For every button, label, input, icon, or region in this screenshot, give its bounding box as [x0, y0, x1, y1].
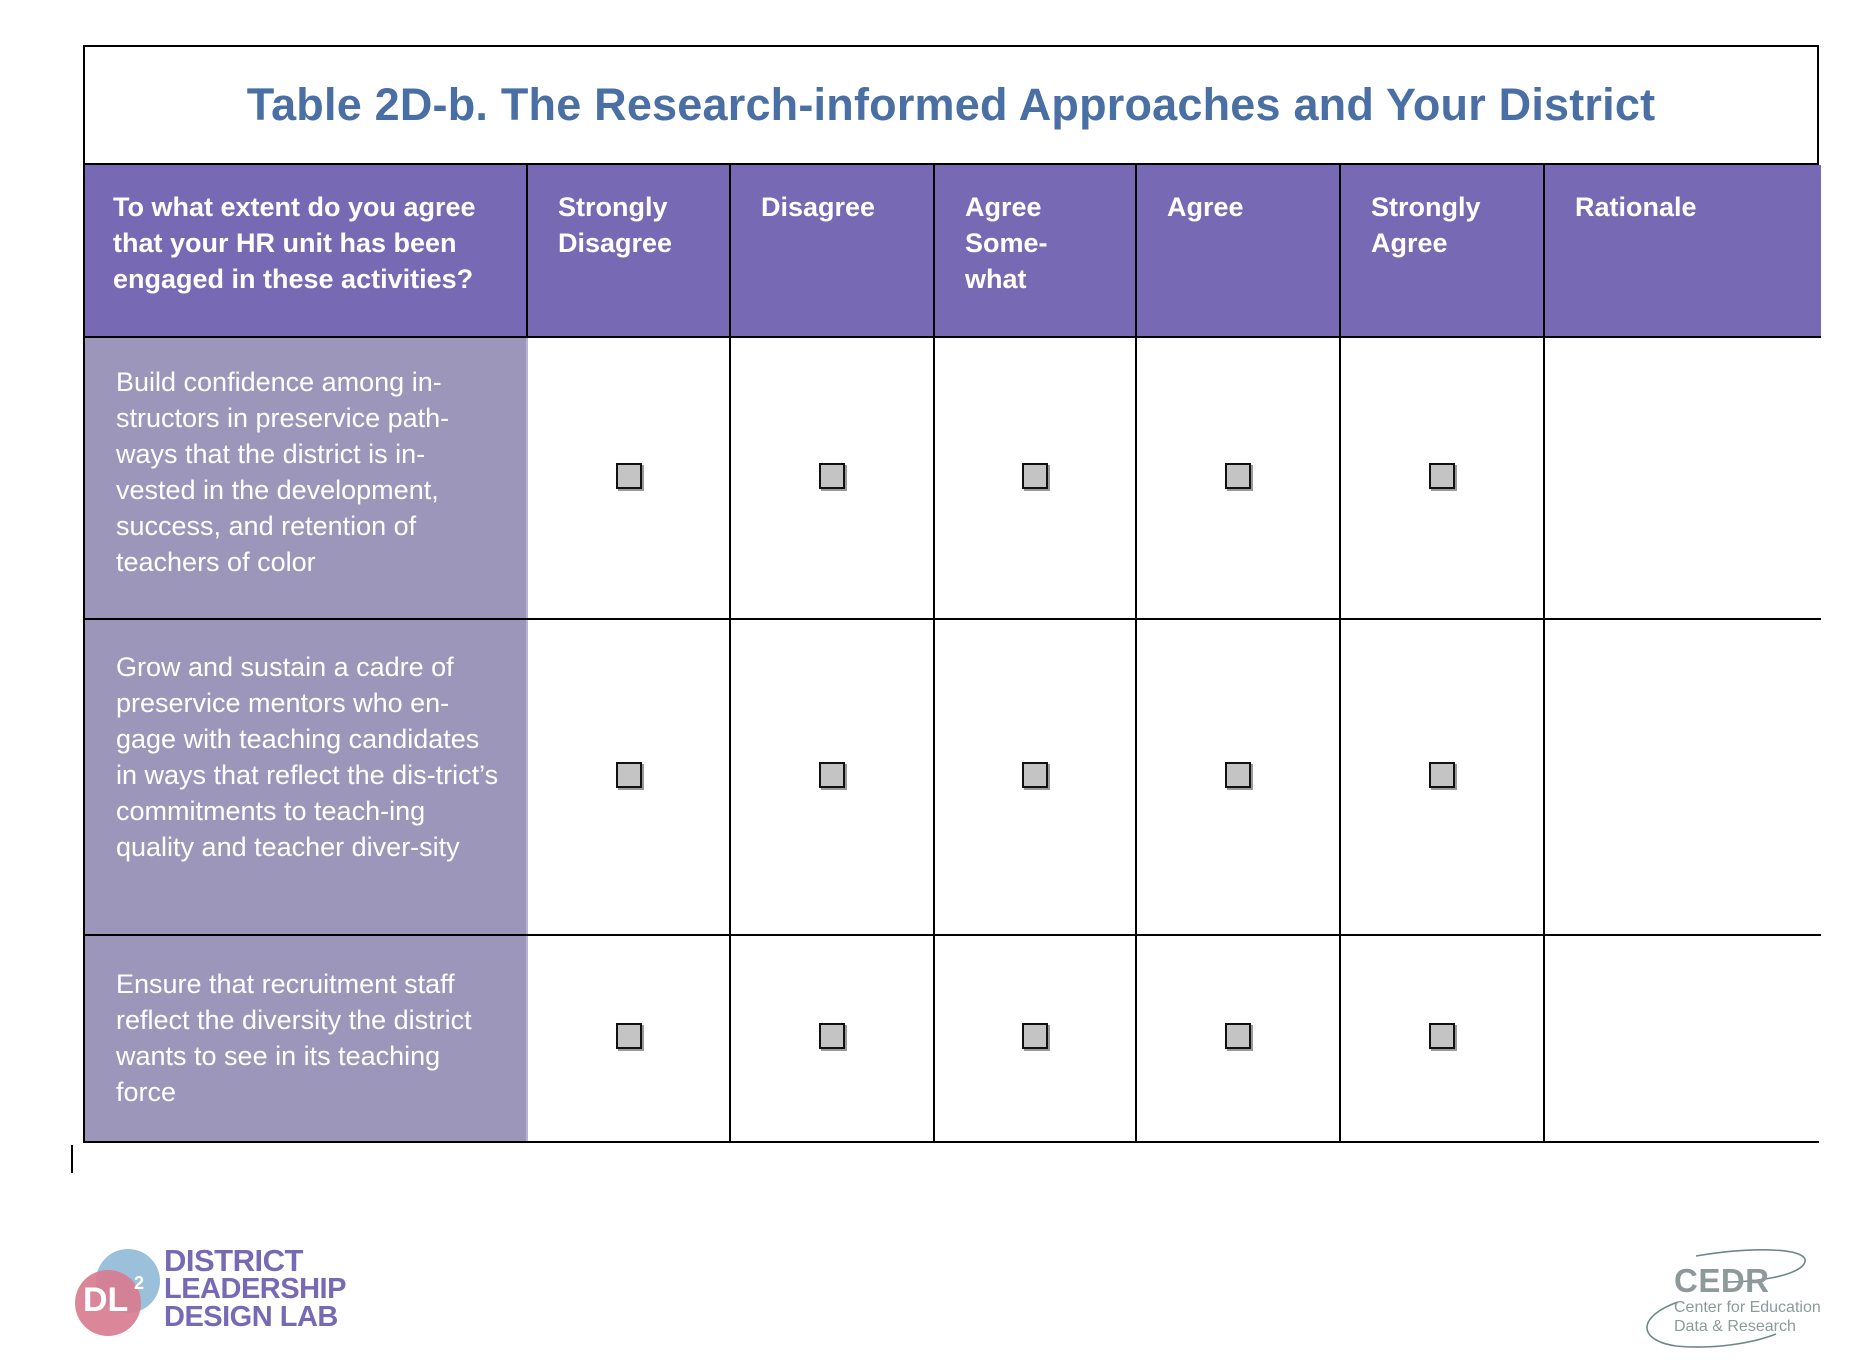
agree-checkbox[interactable]	[1225, 1023, 1251, 1049]
approaches-table: Table 2D-b. The Research-informed Approa…	[83, 45, 1821, 1143]
cedr-logo: CEDR Center for Education Data & Researc…	[1636, 1242, 1826, 1352]
activity-cell: Ensure that recruitment staff reflect th…	[85, 934, 528, 1141]
dl2-logo-text: DISTRICT LEADERSHIP DESIGN LAB	[164, 1243, 346, 1333]
rationale-cell[interactable]	[1543, 618, 1821, 936]
option-cell	[933, 934, 1137, 1141]
activity-cell: Build confidence among in-structors in p…	[85, 336, 528, 620]
table-row: Grow and sustain a cadre of preservice m…	[85, 618, 1821, 936]
option-cell	[933, 618, 1137, 936]
strongly-disagree-checkbox[interactable]	[615, 462, 642, 489]
dl2-mark-superscript: 2	[134, 1273, 144, 1293]
option-cell	[1339, 618, 1545, 936]
activity-text: Grow and sustain a cadre of preservice m…	[116, 652, 499, 862]
option-cell	[729, 618, 935, 936]
header-option-strongly-disagree: Strongly Disagree	[526, 165, 731, 338]
option-cell	[1135, 934, 1341, 1141]
option-cell	[1135, 336, 1341, 620]
table-row: Ensure that recruitment staff reflect th…	[85, 934, 1821, 1141]
option-cell	[1339, 934, 1545, 1141]
rationale-cell[interactable]	[1543, 336, 1821, 620]
option-cell	[1135, 618, 1341, 936]
option-cell	[526, 618, 731, 936]
rationale-cell[interactable]	[1543, 934, 1821, 1141]
activity-text: Build confidence among in-structors in p…	[116, 367, 450, 577]
strongly-agree-checkbox[interactable]	[1429, 462, 1455, 489]
header-option-agree: Agree	[1135, 165, 1341, 338]
agree-somewhat-checkbox[interactable]	[1022, 1023, 1048, 1049]
disagree-checkbox[interactable]	[819, 761, 845, 788]
header-option-strongly-agree: Strongly Agree	[1339, 165, 1545, 338]
option-cell	[526, 934, 731, 1141]
cedr-full-name: Center for Education Data & Research	[1674, 1299, 1821, 1335]
disagree-checkbox[interactable]	[819, 1023, 845, 1049]
survey-grid: To what extent do you agree that your HR…	[85, 165, 1821, 1141]
text-cursor	[71, 1145, 73, 1173]
header-option-agree-somewhat: Agree Some-what	[933, 165, 1137, 338]
header-question: To what extent do you agree that your HR…	[85, 165, 528, 338]
strongly-agree-checkbox[interactable]	[1429, 1023, 1455, 1049]
cedr-abbreviation: CEDR	[1674, 1262, 1770, 1299]
dl2-logo: DL 2 DISTRICT LEADERSHIP DESIGN LAB	[70, 1245, 346, 1336]
table-title-row: Table 2D-b. The Research-informed Approa…	[85, 47, 1817, 165]
option-cell	[1339, 336, 1545, 620]
table-title: Table 2D-b. The Research-informed Approa…	[246, 79, 1656, 130]
option-cell	[933, 336, 1137, 620]
option-cell	[729, 934, 935, 1141]
dl2-logo-mark-icon: DL 2	[75, 1249, 160, 1336]
agree-somewhat-checkbox[interactable]	[1022, 761, 1048, 788]
table-row: Build confidence among in-structors in p…	[85, 336, 1821, 620]
header-rationale: Rationale	[1543, 165, 1821, 338]
dl2-mark-letters: DL	[83, 1281, 128, 1319]
option-cell	[729, 336, 935, 620]
agree-somewhat-checkbox[interactable]	[1022, 462, 1048, 489]
header-option-disagree: Disagree	[729, 165, 935, 338]
strongly-disagree-checkbox[interactable]	[615, 761, 642, 788]
activity-cell: Grow and sustain a cadre of preservice m…	[85, 618, 528, 936]
strongly-disagree-checkbox[interactable]	[615, 1023, 642, 1049]
agree-checkbox[interactable]	[1225, 761, 1251, 788]
disagree-checkbox[interactable]	[819, 462, 845, 489]
cedr-swoosh-icon	[1646, 1249, 1806, 1348]
option-cell	[526, 336, 731, 620]
agree-checkbox[interactable]	[1225, 462, 1251, 489]
activity-text: Ensure that recruitment staff reflect th…	[116, 969, 472, 1107]
header-row: To what extent do you agree that your HR…	[85, 165, 1821, 338]
strongly-agree-checkbox[interactable]	[1429, 761, 1455, 788]
